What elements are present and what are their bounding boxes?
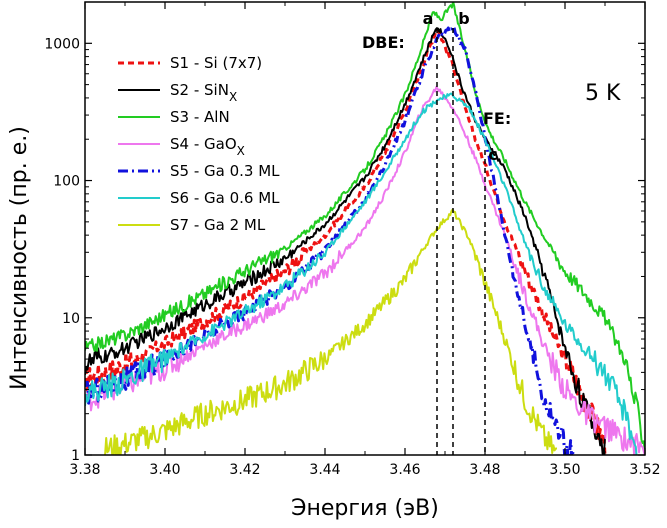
- x-tick-label: 3.48: [469, 462, 500, 478]
- legend-label-main: S4 - GaO: [170, 135, 237, 153]
- x-tick-label: 3.52: [629, 462, 660, 478]
- temperature-annotation: 5 K: [585, 81, 621, 106]
- marker-label-a: a: [423, 9, 434, 28]
- legend-label-main: S3 - AlN: [170, 108, 230, 126]
- series-layer: [85, 2, 645, 455]
- series-line-s6: [85, 92, 638, 455]
- legend-label-s6: S6 - Ga 0.6 ML: [170, 189, 280, 207]
- legend-label-main: S7 - Ga 2 ML: [170, 216, 266, 234]
- y-tick-label: 10: [62, 311, 80, 327]
- marker-lines: a b c: [423, 9, 498, 455]
- x-tick-label: 3.40: [149, 462, 180, 478]
- legend-label-s5: S5 - Ga 0.3 ML: [170, 162, 280, 180]
- dbe-annotation: DBE:: [362, 33, 405, 52]
- legend-label-s1: S1 - Si (7x7): [170, 54, 262, 72]
- fe-annotation: FE:: [483, 109, 511, 128]
- y-tick-label: 100: [53, 174, 80, 190]
- legend-label-main: S6 - Ga 0.6 ML: [170, 189, 280, 207]
- legend-label-s3: S3 - AlN: [170, 108, 230, 126]
- legend-label-main: S1 - Si (7x7): [170, 54, 262, 72]
- legend-label-s4: S4 - GaOX: [170, 135, 245, 158]
- y-tick-label: 1000: [44, 36, 80, 52]
- legend-label-main: S2 - SiN: [170, 81, 229, 99]
- series-line-s3: [85, 2, 645, 455]
- legend-label-s2: S2 - SiNX: [170, 81, 237, 104]
- legend-label-subscript: X: [237, 144, 245, 158]
- marker-label-c: c: [488, 145, 497, 164]
- y-axis-title: Интенсивность (пр. е.): [7, 126, 32, 390]
- series-line-s5: [85, 24, 575, 455]
- legend-label-s7: S7 - Ga 2 ML: [170, 216, 266, 234]
- axes: 3.38 3.40 3.42 3.44 3.46 3.48 3.50 3.52 1 10 100 10…: [44, 1, 661, 478]
- legend-label-subscript: X: [229, 90, 237, 104]
- x-tick-label: 3.46: [389, 462, 420, 478]
- x-tick-label: 3.50: [549, 462, 580, 478]
- x-tick-label: 3.38: [69, 462, 100, 478]
- x-tick-label: 3.42: [229, 462, 260, 478]
- series-line-s7: [104, 208, 557, 455]
- series-line-s1: [85, 27, 607, 455]
- series-line-s2: [85, 27, 606, 455]
- legend-label-main: S5 - Ga 0.3 ML: [170, 162, 280, 180]
- y-tick-label: 1: [71, 448, 80, 464]
- marker-label-b: b: [458, 9, 469, 28]
- x-axis-title: Энергия (эВ): [291, 496, 439, 521]
- series-line-s4: [85, 86, 645, 455]
- x-tick-label: 3.44: [309, 462, 340, 478]
